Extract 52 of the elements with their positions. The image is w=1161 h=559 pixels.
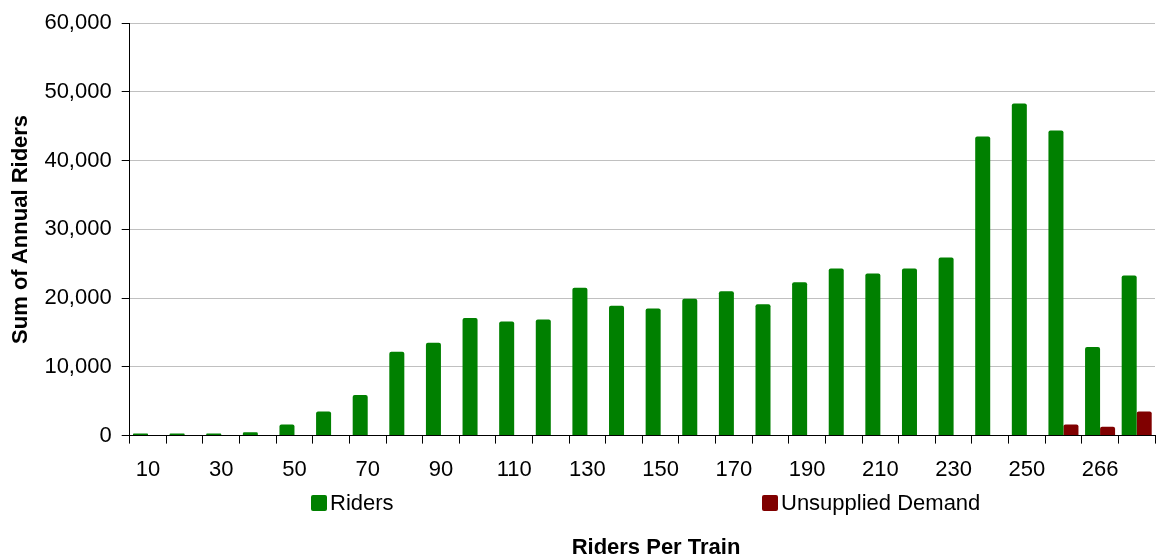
y-tick-label: 20,000 — [44, 284, 112, 310]
bar — [389, 351, 405, 436]
x-tick-label: 230 — [935, 455, 972, 481]
bar — [572, 287, 588, 436]
bar — [1048, 130, 1064, 436]
y-tick-label: 10,000 — [44, 352, 112, 378]
x-tick-label: 110 — [496, 455, 532, 481]
x-tick-label: 190 — [788, 455, 826, 481]
x-tick-label: 210 — [862, 455, 899, 481]
x-tick-label: 30 — [208, 455, 234, 481]
x-tick-label: 10 — [135, 455, 161, 481]
bar — [938, 257, 954, 436]
x-tick-label: 70 — [355, 455, 380, 481]
bar — [1085, 346, 1101, 436]
x-tick-label: 266 — [1081, 455, 1119, 481]
bar — [1011, 103, 1027, 436]
y-tick-label: 50,000 — [44, 78, 112, 103]
bar — [499, 321, 515, 436]
bar — [682, 298, 698, 436]
x-tick-label: 50 — [282, 455, 307, 481]
bar — [901, 268, 917, 436]
bar — [425, 342, 441, 436]
bar — [352, 395, 368, 436]
legend-label: Riders — [330, 490, 394, 515]
bar — [1063, 424, 1079, 436]
bar — [609, 305, 625, 436]
legend-label: Unsupplied Demand — [781, 490, 981, 515]
bar — [462, 318, 478, 436]
y-tick-label: 0 — [99, 421, 112, 447]
bar — [645, 308, 661, 436]
bar — [865, 273, 881, 436]
y-axis-title: Sum of Annual Riders — [7, 114, 33, 344]
bar — [975, 136, 991, 436]
x-axis-title: Riders Per Train — [570, 534, 742, 559]
bar — [1121, 275, 1137, 436]
bar — [828, 268, 844, 436]
bar — [316, 411, 332, 436]
bar — [718, 291, 734, 436]
y-tick-label: 60,000 — [44, 9, 112, 35]
bar — [792, 282, 808, 436]
x-tick-label: 90 — [428, 455, 454, 481]
bar — [279, 424, 295, 436]
bar — [535, 319, 551, 436]
x-tick-label: 150 — [642, 455, 680, 481]
x-tick-label: 130 — [569, 455, 606, 481]
x-tick-label: 170 — [715, 455, 753, 481]
bar — [755, 304, 771, 436]
bar — [1100, 426, 1116, 436]
y-tick-label: 30,000 — [44, 215, 112, 241]
y-tick-label: 40,000 — [44, 146, 112, 172]
bar — [1136, 411, 1152, 436]
x-tick-label: 250 — [1008, 455, 1046, 481]
